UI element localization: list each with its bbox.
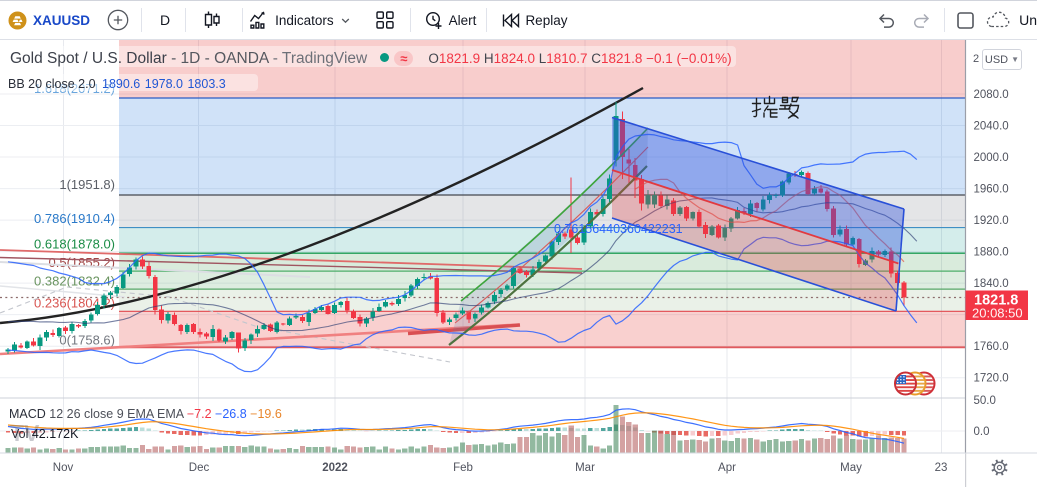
svg-text:2040.0: 2040.0 xyxy=(974,121,1009,133)
svg-text:1760.0: 1760.0 xyxy=(974,341,1009,353)
svg-text:1821.8: 1821.8 xyxy=(974,293,1018,309)
svg-text:0.236(1804.2): 0.236(1804.2) xyxy=(34,296,115,311)
svg-text:0.786(1910.4): 0.786(1910.4) xyxy=(34,211,115,226)
svg-text:Dec: Dec xyxy=(189,462,210,474)
svg-text:1880.0: 1880.0 xyxy=(974,247,1009,259)
svg-text:Vol 42.172K: Vol 42.172K xyxy=(11,427,79,441)
svg-text:0.76156440360422231: 0.76156440360422231 xyxy=(554,222,683,236)
svg-text:2022: 2022 xyxy=(322,462,348,474)
svg-text:23: 23 xyxy=(935,462,948,474)
svg-text:1920.0: 1920.0 xyxy=(974,215,1009,227)
svg-text:1720.0: 1720.0 xyxy=(974,373,1009,385)
svg-text:0(1758.6): 0(1758.6) xyxy=(59,333,115,348)
svg-text:1960.0: 1960.0 xyxy=(974,184,1009,196)
svg-text:1(1951.8): 1(1951.8) xyxy=(59,177,115,192)
svg-text:2080.0: 2080.0 xyxy=(974,89,1009,101)
svg-text:0.0: 0.0 xyxy=(974,426,990,438)
svg-text:50.0: 50.0 xyxy=(974,395,996,407)
svg-text:2000.0: 2000.0 xyxy=(974,152,1009,164)
svg-text:Nov: Nov xyxy=(53,462,74,474)
svg-text:0.618(1878.0): 0.618(1878.0) xyxy=(34,237,115,252)
svg-text:Feb: Feb xyxy=(453,462,473,474)
svg-text:TV: TV xyxy=(10,420,40,446)
svg-text:Apr: Apr xyxy=(718,462,736,474)
svg-text:MACD 12 26 close 9 EMA EMA −7: MACD 12 26 close 9 EMA EMA −7.2 −26.8 −1… xyxy=(9,407,282,421)
svg-text:20:08:50: 20:08:50 xyxy=(972,306,1023,321)
svg-text:1840.0: 1840.0 xyxy=(974,278,1009,290)
svg-text:1.618(2071.2): 1.618(2071.2) xyxy=(34,81,115,96)
svg-text:Mar: Mar xyxy=(575,462,595,474)
svg-text:May: May xyxy=(840,462,862,474)
svg-text:0.382(1832.4): 0.382(1832.4) xyxy=(34,274,115,289)
